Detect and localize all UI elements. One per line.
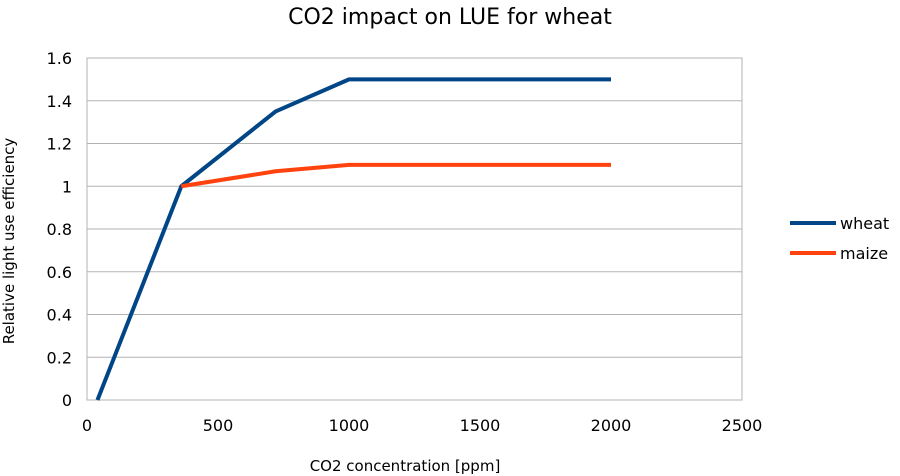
legend: wheat maize: [790, 214, 889, 263]
legend-label-maize: maize: [840, 244, 888, 263]
y-tick-label: 0.8: [47, 220, 72, 239]
legend-label-wheat: wheat: [840, 214, 889, 233]
series-line-wheat: [95, 77, 611, 401]
x-tick-label: 2000: [591, 416, 632, 435]
x-axis-ticks: 0 500 1000 1500 2000 2500: [82, 416, 762, 435]
y-tick-label: 1.4: [47, 92, 72, 111]
grid: [86, 57, 743, 401]
y-tick-label: 0.2: [47, 348, 72, 367]
x-tick-label: 2500: [722, 416, 763, 435]
plot-area: [95, 77, 611, 401]
y-tick-label: 0: [62, 391, 72, 410]
chart-title: CO2 impact on LUE for wheat: [288, 5, 612, 30]
x-tick-label: 1500: [460, 416, 501, 435]
y-tick-label: 0.6: [47, 263, 72, 282]
series-line-maize: [181, 162, 611, 189]
y-tick-label: 1.6: [47, 49, 72, 68]
x-axis-label: CO2 concentration [ppm]: [310, 457, 501, 475]
y-axis-label: Relative light use efficiency: [0, 138, 18, 345]
y-tick-label: 1.2: [47, 135, 72, 154]
plot-frame: [86, 57, 743, 401]
x-tick-label: 1000: [329, 416, 370, 435]
y-tick-label: 1: [62, 177, 72, 196]
x-tick-label: 500: [203, 416, 234, 435]
x-tick-label: 0: [82, 416, 92, 435]
y-tick-label: 0.4: [47, 306, 72, 325]
y-axis-ticks: 0 0.2 0.4 0.6 0.8 1 1.2 1.4 1.6: [47, 49, 72, 410]
